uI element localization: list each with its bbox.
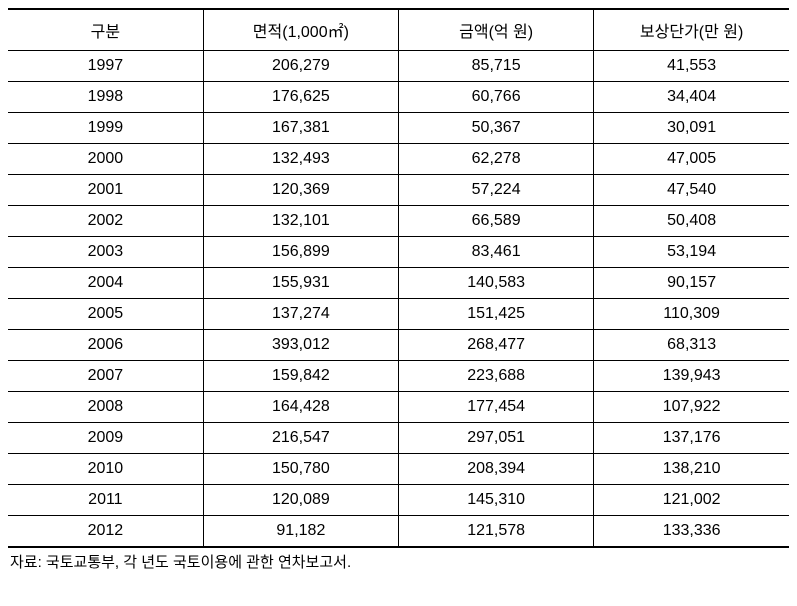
cell-year: 2008	[8, 392, 203, 423]
cell-unit: 90,157	[594, 268, 789, 299]
cell-area: 155,931	[203, 268, 398, 299]
cell-unit: 133,336	[594, 516, 789, 548]
data-table: 구분 면적(1,000㎡) 금액(억 원) 보상단가(만 원) 1997206,…	[8, 8, 789, 548]
cell-year: 1998	[8, 82, 203, 113]
cell-year: 2002	[8, 206, 203, 237]
cell-area: 91,182	[203, 516, 398, 548]
cell-area: 132,493	[203, 144, 398, 175]
cell-amount: 50,367	[399, 113, 594, 144]
cell-year: 1999	[8, 113, 203, 144]
cell-year: 2012	[8, 516, 203, 548]
cell-area: 164,428	[203, 392, 398, 423]
cell-area: 120,369	[203, 175, 398, 206]
cell-year: 2003	[8, 237, 203, 268]
cell-area: 120,089	[203, 485, 398, 516]
cell-amount: 66,589	[399, 206, 594, 237]
table-row: 2006393,012268,47768,313	[8, 330, 789, 361]
table-row: 2007159,842223,688139,943	[8, 361, 789, 392]
table-row: 2000132,49362,27847,005	[8, 144, 789, 175]
cell-amount: 208,394	[399, 454, 594, 485]
table-footnote: 자료: 국토교통부, 각 년도 국토이용에 관한 연차보고서.	[8, 551, 789, 572]
table-row: 1999167,38150,36730,091	[8, 113, 789, 144]
cell-amount: 145,310	[399, 485, 594, 516]
cell-amount: 85,715	[399, 51, 594, 82]
cell-year: 2000	[8, 144, 203, 175]
cell-unit: 50,408	[594, 206, 789, 237]
cell-amount: 151,425	[399, 299, 594, 330]
table-row: 2009216,547297,051137,176	[8, 423, 789, 454]
column-header-area: 면적(1,000㎡)	[203, 9, 398, 51]
cell-year: 2011	[8, 485, 203, 516]
cell-year: 2004	[8, 268, 203, 299]
column-header-amount: 금액(억 원)	[399, 9, 594, 51]
table-row: 2002132,10166,58950,408	[8, 206, 789, 237]
cell-year: 2009	[8, 423, 203, 454]
cell-unit: 53,194	[594, 237, 789, 268]
cell-area: 206,279	[203, 51, 398, 82]
column-header-unit: 보상단가(만 원)	[594, 9, 789, 51]
cell-area: 137,274	[203, 299, 398, 330]
table-row: 2003156,89983,46153,194	[8, 237, 789, 268]
table-row: 2008164,428177,454107,922	[8, 392, 789, 423]
cell-amount: 121,578	[399, 516, 594, 548]
cell-unit: 41,553	[594, 51, 789, 82]
cell-unit: 47,005	[594, 144, 789, 175]
cell-unit: 34,404	[594, 82, 789, 113]
cell-year: 2001	[8, 175, 203, 206]
cell-unit: 139,943	[594, 361, 789, 392]
cell-area: 216,547	[203, 423, 398, 454]
cell-year: 2006	[8, 330, 203, 361]
cell-amount: 62,278	[399, 144, 594, 175]
table-row: 2004155,931140,58390,157	[8, 268, 789, 299]
table-body: 1997206,27985,71541,5531998176,62560,766…	[8, 51, 789, 548]
cell-unit: 68,313	[594, 330, 789, 361]
table-row: 1997206,27985,71541,553	[8, 51, 789, 82]
table-header-row: 구분 면적(1,000㎡) 금액(억 원) 보상단가(만 원)	[8, 9, 789, 51]
cell-amount: 57,224	[399, 175, 594, 206]
cell-year: 2005	[8, 299, 203, 330]
cell-area: 167,381	[203, 113, 398, 144]
cell-year: 1997	[8, 51, 203, 82]
cell-amount: 140,583	[399, 268, 594, 299]
cell-amount: 60,766	[399, 82, 594, 113]
table-row: 2011120,089145,310121,002	[8, 485, 789, 516]
cell-area: 156,899	[203, 237, 398, 268]
table-row: 2001120,36957,22447,540	[8, 175, 789, 206]
cell-year: 2010	[8, 454, 203, 485]
cell-unit: 30,091	[594, 113, 789, 144]
cell-unit: 47,540	[594, 175, 789, 206]
cell-area: 176,625	[203, 82, 398, 113]
table-row: 201291,182121,578133,336	[8, 516, 789, 548]
cell-unit: 138,210	[594, 454, 789, 485]
cell-area: 132,101	[203, 206, 398, 237]
cell-unit: 107,922	[594, 392, 789, 423]
table-row: 2005137,274151,425110,309	[8, 299, 789, 330]
cell-unit: 121,002	[594, 485, 789, 516]
cell-amount: 268,477	[399, 330, 594, 361]
cell-amount: 83,461	[399, 237, 594, 268]
cell-amount: 223,688	[399, 361, 594, 392]
cell-unit: 137,176	[594, 423, 789, 454]
cell-amount: 297,051	[399, 423, 594, 454]
cell-unit: 110,309	[594, 299, 789, 330]
cell-area: 159,842	[203, 361, 398, 392]
cell-year: 2007	[8, 361, 203, 392]
cell-area: 150,780	[203, 454, 398, 485]
cell-amount: 177,454	[399, 392, 594, 423]
table-row: 1998176,62560,76634,404	[8, 82, 789, 113]
cell-area: 393,012	[203, 330, 398, 361]
column-header-year: 구분	[8, 9, 203, 51]
table-row: 2010150,780208,394138,210	[8, 454, 789, 485]
